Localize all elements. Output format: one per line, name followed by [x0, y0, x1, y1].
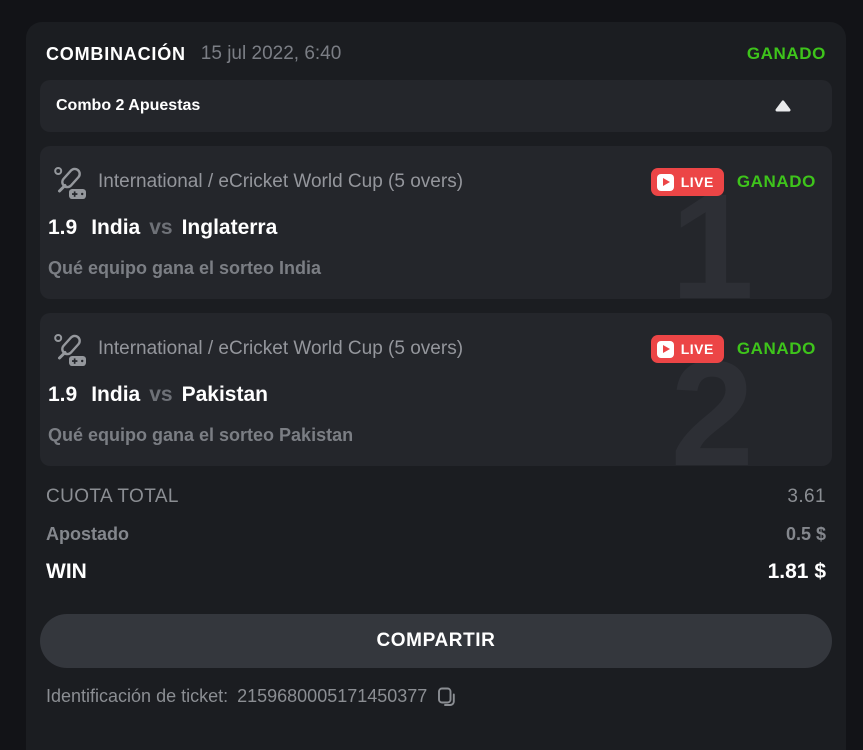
play-icon — [656, 340, 674, 358]
ticket-type-label: COMBINACIÓN — [46, 43, 186, 64]
bet-status-badge: GANADO — [736, 339, 816, 358]
ticket-datetime: 15 jul 2022, 6:40 — [200, 43, 342, 64]
bet-card-2: 2 International / eCricket World Cup (5 … — [40, 313, 832, 466]
combo-label: Combo 2 Apuestas — [56, 97, 201, 114]
totals-section: CUOTA TOTAL 3.61 Apostado 0.5 $ WIN 1.81… — [40, 486, 832, 584]
bet-league: International / eCricket World Cup (5 ov… — [98, 171, 464, 192]
ticket-header: COMBINACIÓN 15 jul 2022, 6:40 GANADO — [40, 36, 832, 72]
play-icon — [656, 173, 674, 191]
away-team: Pakistan — [181, 383, 268, 406]
ecricket-icon — [52, 331, 88, 367]
vs-separator: vs — [149, 383, 173, 406]
total-odds-value: 3.61 — [787, 486, 826, 507]
bet-odds: 1.9 — [48, 383, 78, 406]
home-team: India — [91, 216, 141, 239]
bet-ticket-card: COMBINACIÓN 15 jul 2022, 6:40 GANADO Com… — [26, 22, 846, 750]
stake-label: Apostado — [46, 524, 129, 544]
live-badge: LIVE — [650, 335, 724, 363]
ticket-id-label: Identificación de ticket: — [46, 686, 229, 706]
ticket-id-value: 2159680005171450377 — [237, 686, 428, 706]
bet-status-badge: GANADO — [736, 172, 816, 191]
share-button[interactable]: COMPARTIR — [40, 614, 832, 668]
live-label: LIVE — [680, 341, 714, 357]
bet-odds: 1.9 — [48, 216, 78, 239]
bet-card-1: 1 International / eCricket World Cup (5 … — [40, 146, 832, 299]
live-badge: LIVE — [650, 168, 724, 196]
bet-matchup: 1.9 India vs Inglaterra — [48, 216, 816, 240]
copy-icon[interactable] — [436, 686, 457, 707]
ticket-status-badge: GANADO — [746, 44, 826, 63]
chevron-up-icon — [774, 99, 792, 113]
bet-market: Qué equipo gana el sorteo India — [48, 258, 322, 278]
live-label: LIVE — [680, 174, 714, 190]
total-odds-label: CUOTA TOTAL — [46, 486, 179, 507]
ecricket-icon — [52, 164, 88, 200]
bet-matchup: 1.9 India vs Pakistan — [48, 383, 816, 407]
bet-league: International / eCricket World Cup (5 ov… — [98, 338, 464, 359]
vs-separator: vs — [149, 216, 173, 239]
win-value: 1.81 $ — [767, 560, 826, 583]
ticket-id-row: Identificación de ticket: 21596800051714… — [40, 686, 832, 707]
bet-market: Qué equipo gana el sorteo Pakistan — [48, 425, 354, 445]
combo-header-row[interactable]: Combo 2 Apuestas — [40, 80, 832, 132]
stake-value: 0.5 $ — [785, 524, 826, 544]
home-team: India — [91, 383, 141, 406]
win-label: WIN — [46, 560, 87, 583]
away-team: Inglaterra — [181, 216, 278, 239]
